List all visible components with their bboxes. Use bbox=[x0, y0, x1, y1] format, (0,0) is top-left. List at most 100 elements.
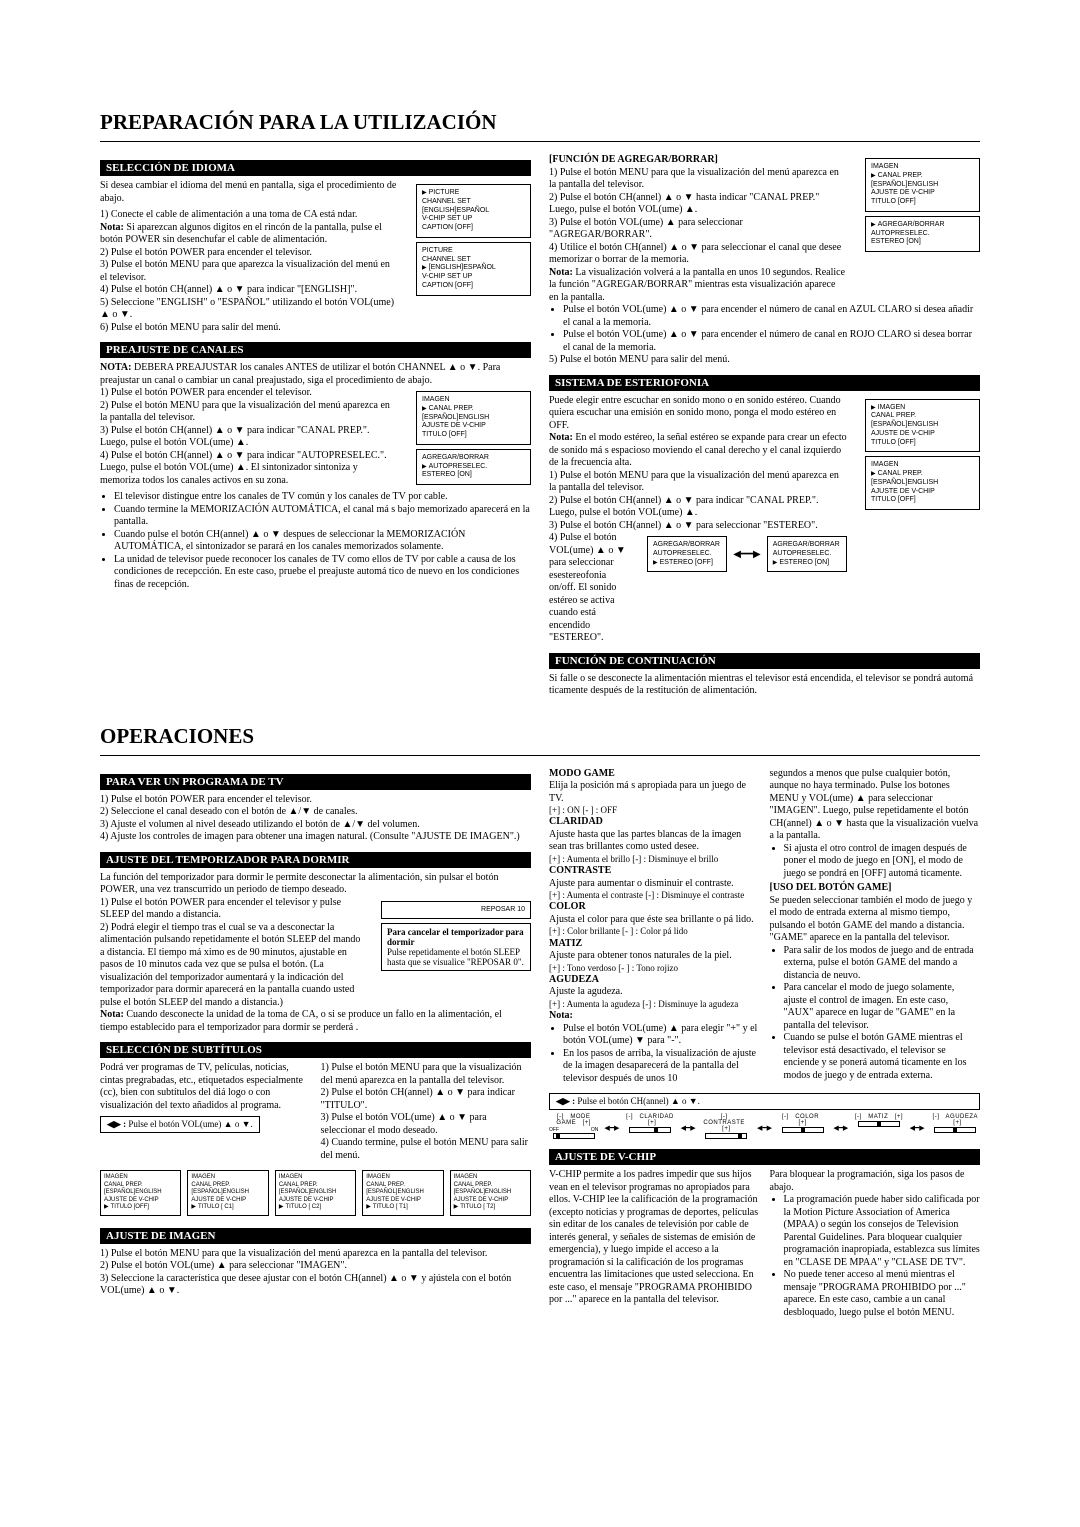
slider-connector-icon: ◀━▶ bbox=[910, 1124, 925, 1132]
col-right-prep: [FUNCIÓN DE AGREGAR/BORRAR] 1) Pulse el … bbox=[549, 154, 980, 698]
section-imagen-header: AJUSTE DE IMAGEN bbox=[100, 1228, 531, 1244]
uso-game-title: [USO DEL BOTÓN GAME] bbox=[770, 882, 981, 895]
modo-game-p: Elija la posición má s apropiada para un… bbox=[549, 780, 760, 805]
col-right-ops: MODO GAME Elija la posición má s apropia… bbox=[549, 768, 980, 1320]
ver-step-1: 1) Pulse el botón POWER para encender el… bbox=[100, 794, 531, 807]
subt-step-3: 3) Pulse el botón VOL(ume) ▲ o ▼ para se… bbox=[321, 1112, 532, 1137]
imagen-nota-b2: En los pasos de arriba, la visualización… bbox=[563, 1048, 760, 1086]
ver-step-2: 2) Seleccione el canal deseado con el bo… bbox=[100, 806, 531, 819]
agudeza-p: Ajuste la agudeza. bbox=[549, 986, 760, 999]
subt-step-1: 1) Pulse el botón MENU para que la visua… bbox=[321, 1062, 532, 1087]
agregar-step-5: 5) Pulse el botón MENU para salir del me… bbox=[549, 354, 980, 367]
osd-preajuste-2: AGREGAR/BORRAR AUTOPRESELEC. ESTEREO [ON… bbox=[416, 449, 531, 485]
section-timer-header: AJUSTE DEL TEMPORIZADOR PARA DORMIR bbox=[100, 852, 531, 868]
preajuste-step-2: 2) Pulse el botón MENU para que la visua… bbox=[100, 400, 398, 425]
uso-game-b1: Para salir de los modos de juego and de … bbox=[784, 945, 981, 983]
slider-agudeza: [-] AGUDEZA [+] bbox=[931, 1114, 980, 1141]
slider-claridad: [-] CLARIDAD [+] bbox=[625, 1114, 674, 1141]
idioma-step-2: 2) Pulse el botón POWER para encender el… bbox=[100, 247, 398, 260]
osd-reposar: REPOSAR 10 bbox=[381, 901, 531, 920]
preajuste-bullet-1: El televisor distingue entre los canales… bbox=[114, 491, 531, 504]
timer-p1: La función del temporizador para dormir … bbox=[100, 872, 531, 897]
ver-step-4: 4) Ajuste los controles de imagen para o… bbox=[100, 831, 531, 844]
osd-agregar-1: IMAGEN CANAL PREP. [ESPAÑOL]ENGLISH AJUS… bbox=[865, 158, 980, 212]
idioma-step-6: 6) Pulse el botón MENU para salir del me… bbox=[100, 322, 398, 335]
vchip-p2: Para bloquear la programación, siga los … bbox=[770, 1169, 981, 1194]
osd-subt-0: IMAGENCANAL PREP.[ESPAÑOL]ENGLISHAJUSTE … bbox=[100, 1170, 181, 1216]
imagen-nota-b1: Pulse el botón VOL(ume) ▲ para elegir "+… bbox=[563, 1023, 760, 1048]
slider-connector-icon: ◀━▶ bbox=[604, 1124, 619, 1132]
preajuste-step-3: 3) Pulse el botón CH(annel) ▲ o ▼ para i… bbox=[100, 425, 398, 450]
estereo-step-3: 3) Pulse el botón CH(annel) ▲ o ▼ para s… bbox=[549, 520, 847, 533]
ver-step-3: 3) Ajuste el volumen al nivel deseado ut… bbox=[100, 819, 531, 832]
idioma-step-1: 1) Conecte el cable de alimentación a un… bbox=[100, 209, 398, 222]
uso-game-b2: Para cancelar el modo de juego solamente… bbox=[784, 982, 981, 1032]
matiz-title: MATIZ bbox=[549, 938, 760, 951]
modo-game-title: MODO GAME bbox=[549, 768, 760, 781]
timer-nota: Nota: Cuando desconecte la unidad de la … bbox=[100, 1009, 531, 1034]
subt-osd-row: IMAGENCANAL PREP.[ESPAÑOL]ENGLISHAJUSTE … bbox=[100, 1166, 531, 1220]
agregar-step-1: 1) Pulse el botón MENU para que la visua… bbox=[549, 167, 847, 192]
osd-subt-2: IMAGENCANAL PREP.[ESPAÑOL]ENGLISHAJUSTE … bbox=[275, 1170, 356, 1216]
subt-p1: Podrá ver programas de TV, películas, no… bbox=[100, 1062, 311, 1112]
imagen-arrow-hint: Pulse el botón CH(annel) ▲ o ▼. bbox=[549, 1093, 980, 1110]
imagen-step-1: 1) Pulse el botón MENU para que la visua… bbox=[100, 1248, 531, 1261]
slider-connector-icon: ◀━▶ bbox=[681, 1124, 696, 1132]
timer-step-1: 1) Pulse el botón POWER para encender el… bbox=[100, 897, 363, 922]
idioma-step-4: 4) Pulse el botón CH(annel) ▲ o ▼ para i… bbox=[100, 284, 398, 297]
agregar-bullet-2: Pulse el botón VOL(ume) ▲ o ▼ para encen… bbox=[563, 329, 980, 354]
idioma-step-5: 5) Seleccione "ENGLISH" o "ESPAÑOL" util… bbox=[100, 297, 398, 322]
section-estereo-header: SISTEMA DE ESTERIOFONIA bbox=[549, 375, 980, 391]
osd-idioma-2: PICTURE CHANNEL SET [ENGLISH]ESPAÑOL V-C… bbox=[416, 242, 531, 296]
color-p: Ajusta el color para que éste sea brilla… bbox=[549, 914, 760, 927]
osd-subt-1: IMAGENCANAL PREP.[ESPAÑOL]ENGLISHAJUSTE … bbox=[187, 1170, 268, 1216]
imagen-col3-p1: segundos a menos que pulse cualquier bot… bbox=[770, 768, 981, 843]
idioma-step-3: 3) Pulse el botón MENU para que aparezca… bbox=[100, 259, 398, 284]
preajuste-step-1: 1) Pulse el botón POWER para encender el… bbox=[100, 387, 398, 400]
osd-estereo-on: AGREGAR/BORRAR AUTOPRESELEC. ESTEREO [ON… bbox=[767, 536, 847, 572]
imagen-col3-b1: Si ajusta el otro control de imagen desp… bbox=[784, 843, 981, 881]
estereo-step-2: 2) Pulse el botón CH(annel) ▲ o ▼ para i… bbox=[549, 495, 847, 520]
slider-mode-game: [-] MODE GAME [+]OFFON bbox=[549, 1114, 598, 1141]
section-idioma-header: SELECCIÓN DE IDIOMA bbox=[100, 160, 531, 176]
section-continuacion-header: FUNCIÓN DE CONTINUACIÓN bbox=[549, 653, 980, 669]
estereo-step-1: 1) Pulse el botón MENU para que la visua… bbox=[549, 470, 847, 495]
section-preajuste-header: PREAJUSTE DE CANALES bbox=[100, 342, 531, 358]
claridad-title: CLARIDAD bbox=[549, 816, 760, 829]
page-title-2: OPERACIONES bbox=[100, 724, 980, 749]
estereo-step-4: 4) Pulse el botón VOL(ume) ▲ o ▼ para se… bbox=[549, 532, 629, 645]
subt-arrow-hint: Pulse el botón VOL(ume) ▲ o ▼. bbox=[100, 1116, 260, 1133]
vchip-b2: No puede tener acceso al menú mientras e… bbox=[784, 1269, 981, 1319]
claridad-p: Ajuste hasta que las partes blancas de l… bbox=[549, 829, 760, 854]
slider-row: [-] MODE GAME [+]OFFON ◀━▶ [-] CLARIDAD [+… bbox=[549, 1114, 980, 1141]
section-ver-header: PARA VER UN PROGRAMA DE TV bbox=[100, 774, 531, 790]
agregar-header: [FUNCIÓN DE AGREGAR/BORRAR] bbox=[549, 154, 847, 167]
preajuste-step-4: 4) Pulse el botón CH(annel) ▲ o ▼ para i… bbox=[100, 450, 398, 488]
contraste-v: [+] : Aumenta el contraste [-] : Disminu… bbox=[549, 890, 760, 901]
imagen-step-2: 2) Pulse el botón VOL(ume) ▲ para selecc… bbox=[100, 1260, 531, 1273]
claridad-v: [+] : Aumenta el brillo [-] : Disminuye … bbox=[549, 854, 760, 865]
preajuste-nota: NOTA: DEBERA PREAJUSTAR los canales ANTE… bbox=[100, 362, 531, 387]
matiz-v: [+] : Tono verdoso [- ] : Tono rojizo bbox=[549, 963, 760, 974]
subt-step-4: 4) Cuando termine, pulse el botón MENU p… bbox=[321, 1137, 532, 1162]
estereo-p1: Puede elegir entre escuchar en sonido mo… bbox=[549, 395, 847, 433]
osd-subt-3: IMAGENCANAL PREP.[ESPAÑOL]ENGLISHAJUSTE … bbox=[362, 1170, 443, 1216]
osd-agregar-2: AGREGAR/BORRAR AUTOPRESELEC. ESTEREO [ON… bbox=[865, 216, 980, 252]
continuacion-text: Si falle o se desconecte la alimentación… bbox=[549, 673, 980, 698]
slider-contraste: [-] CONTRASTE [+] bbox=[702, 1114, 751, 1141]
osd-estereo-menu-1: IMAGEN CANAL PREP. [ESPAÑOL]ENGLISH AJUS… bbox=[865, 399, 980, 453]
section-vchip-header: AJUSTE DE V-CHIP bbox=[549, 1149, 980, 1165]
idioma-intro: Si desea cambiar el idioma del menú en p… bbox=[100, 180, 398, 205]
imagen-step-3: 3) Seleccione la característica que dese… bbox=[100, 1273, 531, 1298]
preajuste-bullet-3: Cuando pulse el botón CH(annel) ▲ o ▼ de… bbox=[114, 529, 531, 554]
title-divider-2 bbox=[100, 755, 980, 756]
modo-game-v: [+] : ON [- ] : OFF bbox=[549, 805, 760, 816]
agregar-step-3: 3) Pulse el botón VOL(ume) ▲ para selecc… bbox=[549, 217, 847, 242]
col-left-prep: SELECCIÓN DE IDIOMA Si desea cambiar el … bbox=[100, 154, 531, 698]
slider-matiz: [-] MATIZ [+] bbox=[854, 1114, 903, 1141]
slider-color: [-] COLOR [+] bbox=[778, 1114, 827, 1141]
imagen-nota-title: Nota: bbox=[549, 1010, 760, 1023]
vchip-b1: La programación puede haber sido calific… bbox=[784, 1194, 981, 1269]
subt-step-2: 2) Pulse el botón CH(annel) ▲ o ▼ para i… bbox=[321, 1087, 532, 1112]
section-subtitulos-header: SELECCIÓN DE SUBTÍTULOS bbox=[100, 1042, 531, 1058]
